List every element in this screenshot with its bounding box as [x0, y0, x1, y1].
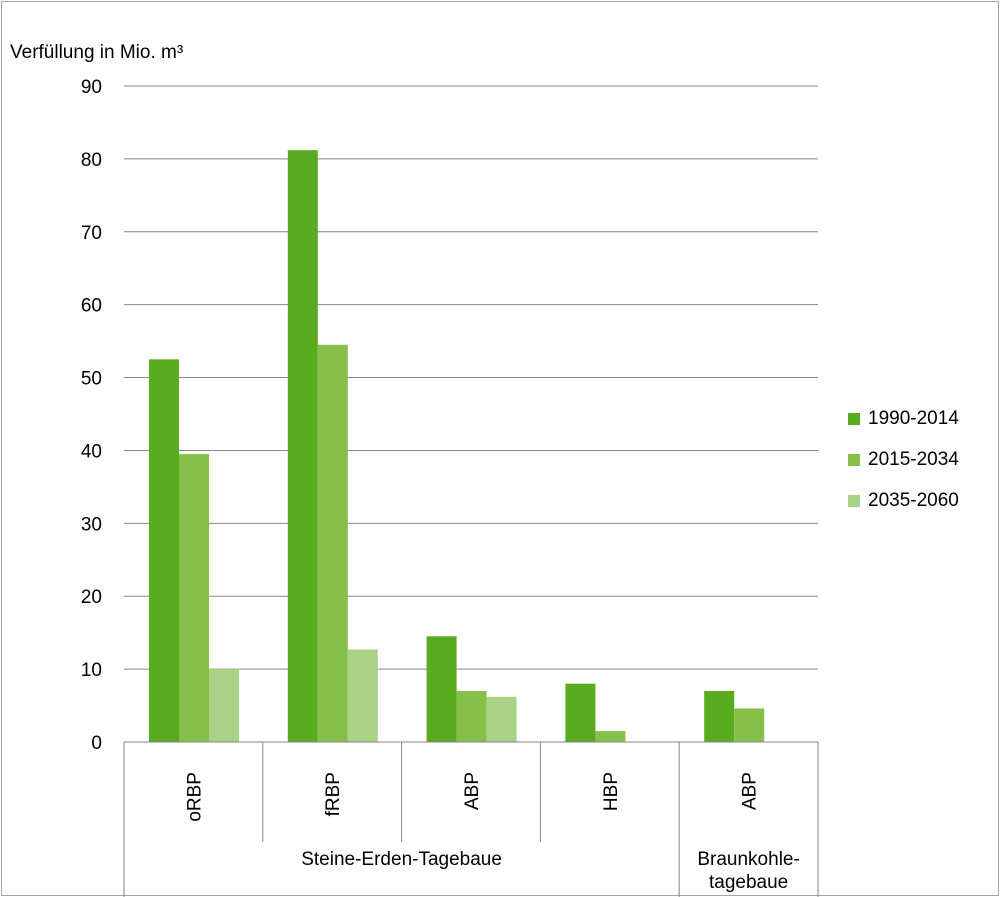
category-label: ABP: [462, 772, 483, 810]
legend: 1990-2014 2015-2034 2035-2060: [848, 398, 959, 521]
bar: [426, 636, 457, 742]
category-label: oRBP: [184, 772, 205, 822]
gridlines: [124, 85, 818, 670]
bar: [704, 690, 735, 742]
y-tick-label: 60: [81, 296, 102, 317]
bar: [734, 708, 765, 742]
bar: [595, 731, 626, 742]
y-axis-title: Verfüllung in Mio. m³: [10, 42, 183, 63]
group-label: Braunkohle-: [697, 849, 799, 870]
y-tick-label: 90: [81, 77, 102, 98]
bar: [565, 683, 596, 742]
y-tick-label: 80: [81, 150, 102, 171]
bars: [149, 150, 765, 743]
legend-label: 2015-2034: [868, 448, 959, 470]
legend-swatch: [848, 494, 860, 507]
legend-label: 2035-2060: [868, 489, 959, 511]
y-tick-label: 40: [81, 441, 102, 462]
legend-swatch: [848, 453, 860, 466]
y-tick-label: 30: [81, 514, 102, 535]
bar: [149, 359, 179, 742]
category-label: HBP: [601, 772, 622, 811]
group-label: Steine-Erden-Tagebaue: [301, 849, 502, 870]
bar: [456, 690, 487, 742]
legend-label: 1990-2014: [868, 407, 959, 429]
group-label: tagebaue: [709, 872, 788, 893]
bar: [287, 150, 318, 743]
y-tick-label: 10: [81, 660, 102, 681]
y-tick-label: 50: [81, 369, 102, 390]
y-axis-ticks: 0 10 20 30 40 50 60 70 80 90: [81, 77, 102, 754]
legend-item: 1990-2014: [848, 398, 959, 439]
bar: [209, 669, 239, 742]
legend-swatch: [848, 412, 860, 425]
x-axis: oRBP fRBP ABP HBP ABP Steine-Erden-Tagebaue Br…: [123, 741, 819, 897]
y-tick-label: 70: [81, 223, 102, 244]
bar: [486, 696, 517, 742]
bar: [179, 454, 209, 742]
legend-item: 2015-2034: [848, 439, 959, 480]
category-label: ABP: [740, 772, 761, 810]
legend-item: 2035-2060: [848, 480, 959, 521]
bar: [317, 344, 348, 742]
y-tick-label: 20: [81, 587, 102, 608]
category-label: fRBP: [323, 772, 344, 816]
bar: [347, 649, 378, 742]
y-tick-label: 0: [91, 733, 102, 754]
